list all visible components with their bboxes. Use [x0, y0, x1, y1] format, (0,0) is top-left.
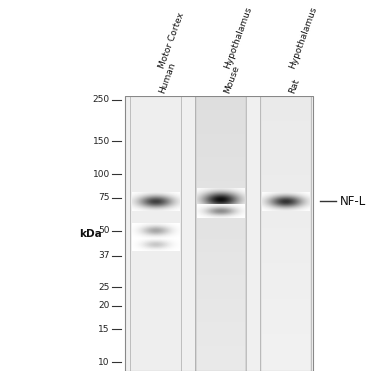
Text: NF-L: NF-L — [340, 195, 366, 208]
Bar — [125, 96, 313, 371]
Text: 10: 10 — [98, 358, 110, 367]
Text: 37: 37 — [98, 251, 110, 260]
Text: 15: 15 — [98, 325, 110, 334]
Bar — [260, 96, 311, 371]
Text: Human: Human — [158, 61, 177, 94]
Bar — [195, 96, 246, 371]
Text: 100: 100 — [93, 170, 110, 179]
Text: Mouse: Mouse — [222, 64, 241, 94]
Text: 50: 50 — [98, 226, 110, 236]
Text: Rat: Rat — [287, 77, 301, 94]
Text: 150: 150 — [93, 137, 110, 146]
Text: 75: 75 — [98, 194, 110, 202]
Bar — [130, 96, 181, 371]
Text: Hypothalamus: Hypothalamus — [222, 6, 253, 70]
Text: Hypothalamus: Hypothalamus — [287, 6, 318, 70]
Text: 20: 20 — [99, 301, 110, 310]
Text: 25: 25 — [99, 283, 110, 292]
Text: 250: 250 — [93, 95, 110, 104]
Text: Motor Cortex: Motor Cortex — [158, 12, 186, 70]
Bar — [125, 96, 313, 371]
Text: kDa: kDa — [80, 229, 102, 238]
